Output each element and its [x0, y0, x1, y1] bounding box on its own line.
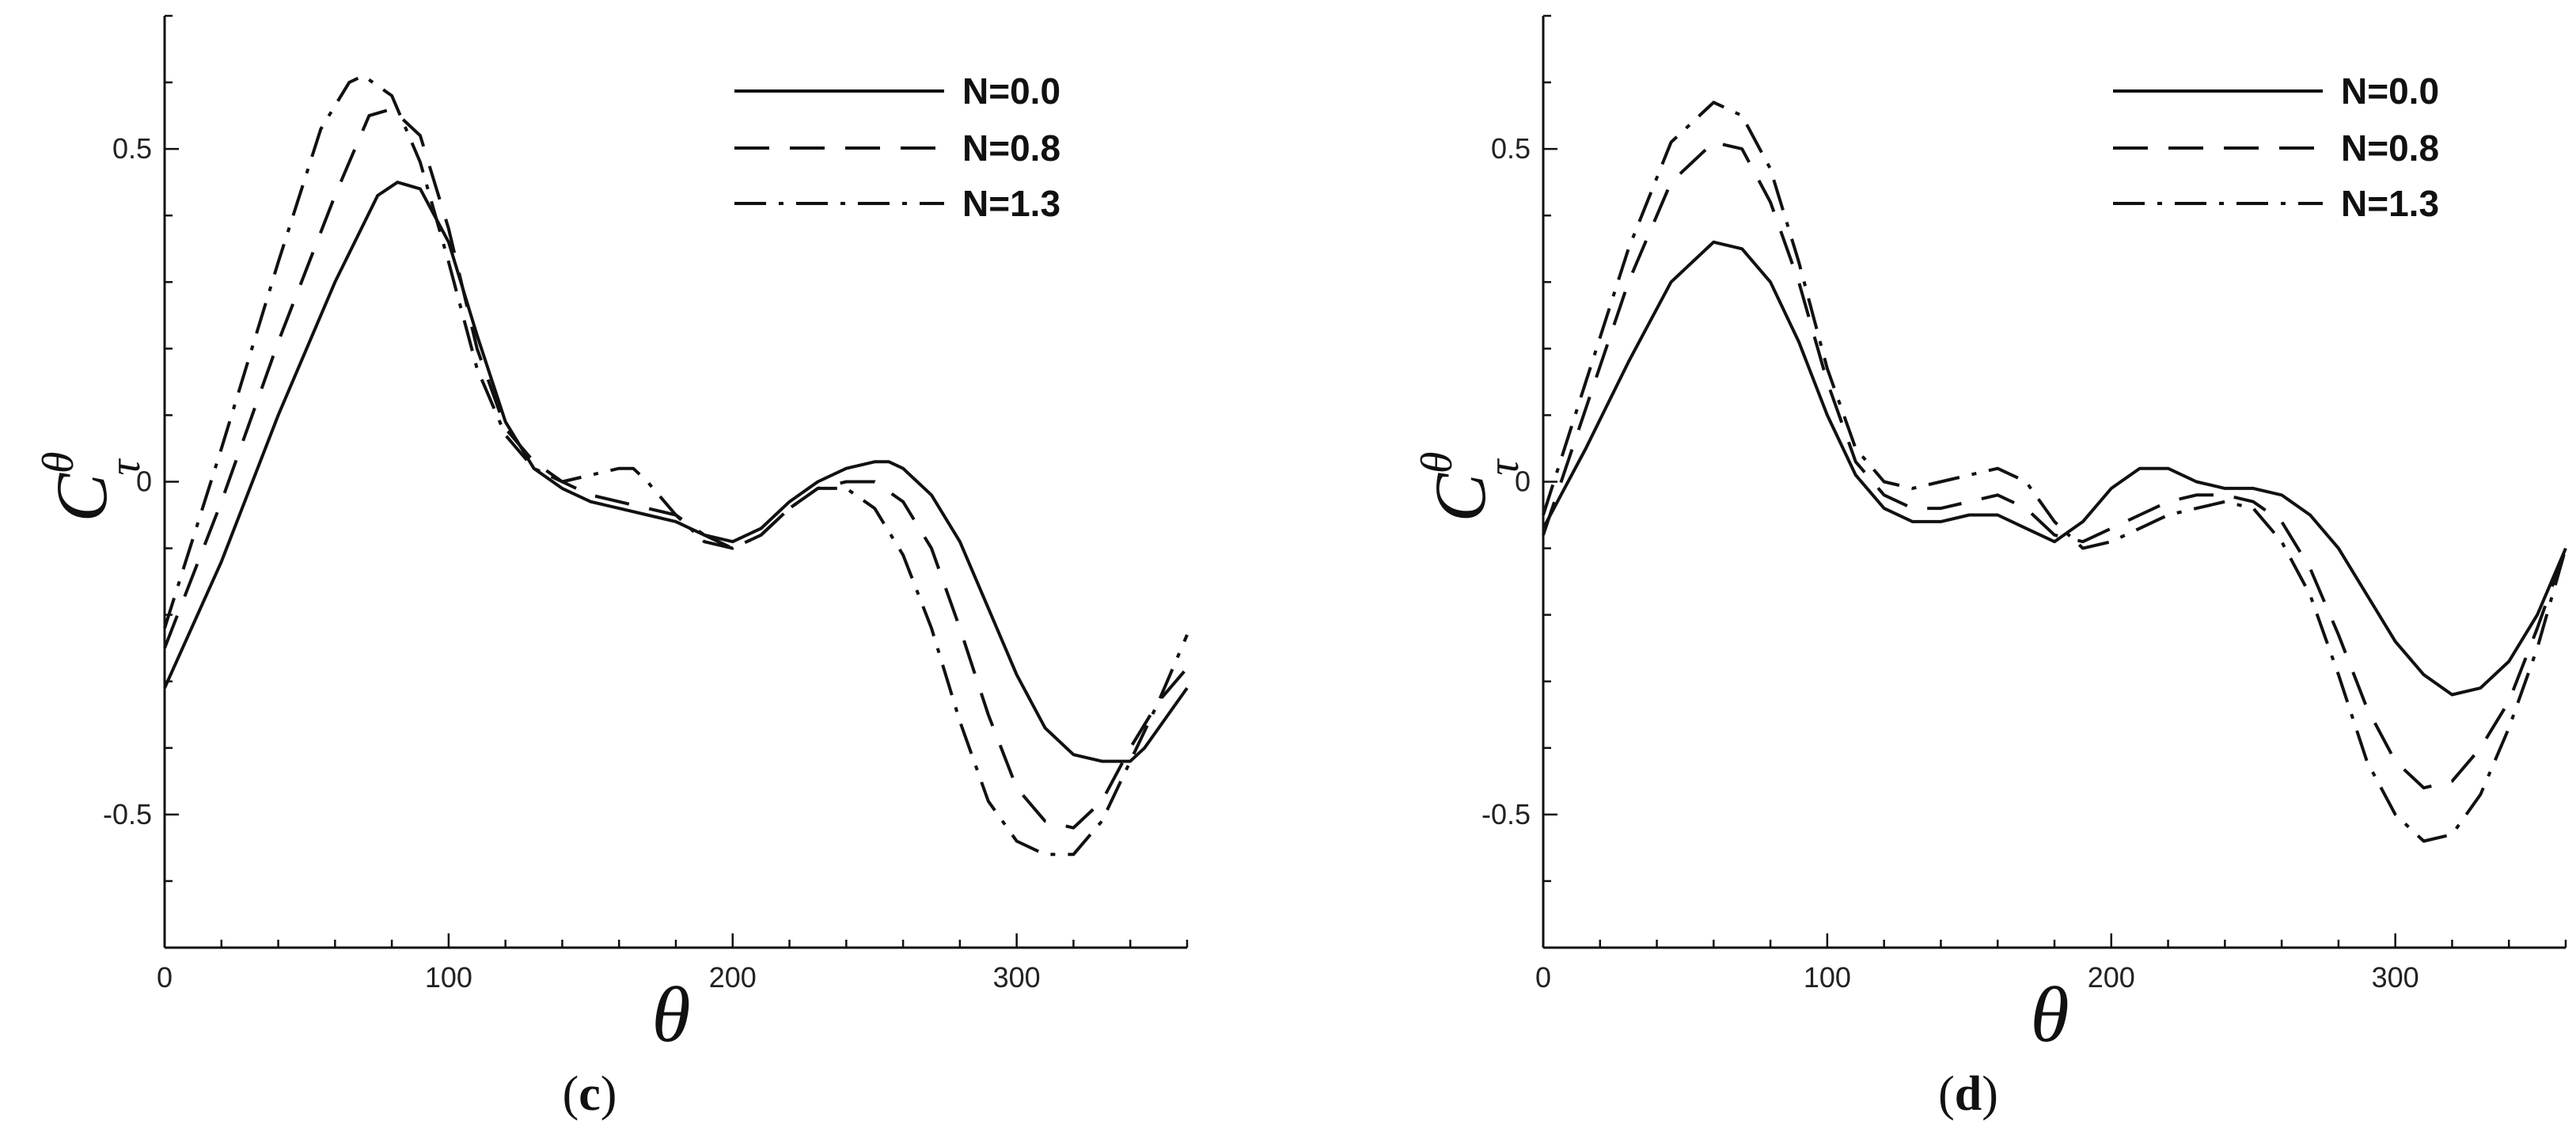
x-tick-label: 100	[425, 961, 472, 994]
y-tick-label: 0	[1515, 466, 1531, 498]
y-axis-label-subscript: τ	[101, 458, 150, 476]
y-axis-label: Cθ τ	[34, 452, 150, 522]
caption-open: (	[1938, 1067, 1955, 1121]
caption-open: (	[563, 1067, 579, 1121]
caption-close: )	[601, 1067, 617, 1121]
series-line-3	[1542, 101, 2567, 843]
y-tick-label: -0.5	[103, 798, 152, 830]
legend-label-2: N=0.8	[2341, 127, 2439, 169]
x-tick-label: 200	[2088, 961, 2135, 994]
legend-label-1: N=0.0	[962, 70, 1060, 112]
caption-letter: c	[579, 1067, 601, 1121]
series-line-1	[163, 180, 1189, 763]
y-tick-label: 0	[136, 466, 152, 498]
y-axis-label-base: C	[1420, 472, 1500, 522]
y-tick-label: 0.5	[1491, 132, 1531, 165]
y-tick-label: -0.5	[1481, 798, 1531, 830]
legend-label-3: N=1.3	[2341, 183, 2439, 224]
x-axis-label: θ	[651, 971, 690, 1058]
x-tick-label: 0	[157, 961, 173, 994]
x-tick-label: 100	[1804, 961, 1851, 994]
y-axis-label-subscript: τ	[1479, 458, 1528, 476]
y-axis-label: Cθ τ	[1413, 452, 1528, 522]
caption-close: )	[1982, 1067, 1998, 1121]
x-tick-label: 0	[1535, 961, 1551, 994]
series-line-3	[163, 74, 1189, 857]
series-line-2	[1542, 140, 2567, 790]
y-axis-label-base: C	[41, 472, 122, 522]
chart-panel-c: 0 100 200 300-0.500.5N=0.0N=0.8N=1.3Cθ τθ(c)	[34, 14, 1189, 1121]
x-tick-label: 200	[709, 961, 757, 994]
chart-panel-d: 0 100 200 300-0.500.5N=0.0N=0.8N=1.3Cθ τθ(d)	[1413, 14, 2567, 1121]
y-axis-label-superscript: θ	[34, 452, 83, 474]
panel-caption: (d)	[1938, 1067, 1998, 1121]
series-line-2	[163, 107, 1189, 830]
x-axis-label: θ	[2030, 971, 2069, 1058]
caption-letter: d	[1955, 1067, 1982, 1121]
panel-caption: (c)	[563, 1067, 617, 1121]
x-tick-label: 300	[993, 961, 1041, 994]
x-tick-label: 300	[2372, 961, 2419, 994]
legend-label-3: N=1.3	[962, 183, 1060, 224]
legend-label-1: N=0.0	[2341, 70, 2439, 112]
series-line-1	[1542, 240, 2567, 697]
legend-label-2: N=0.8	[962, 127, 1060, 169]
y-axis-label-superscript: θ	[1413, 452, 1462, 474]
y-tick-label: 0.5	[112, 132, 152, 165]
